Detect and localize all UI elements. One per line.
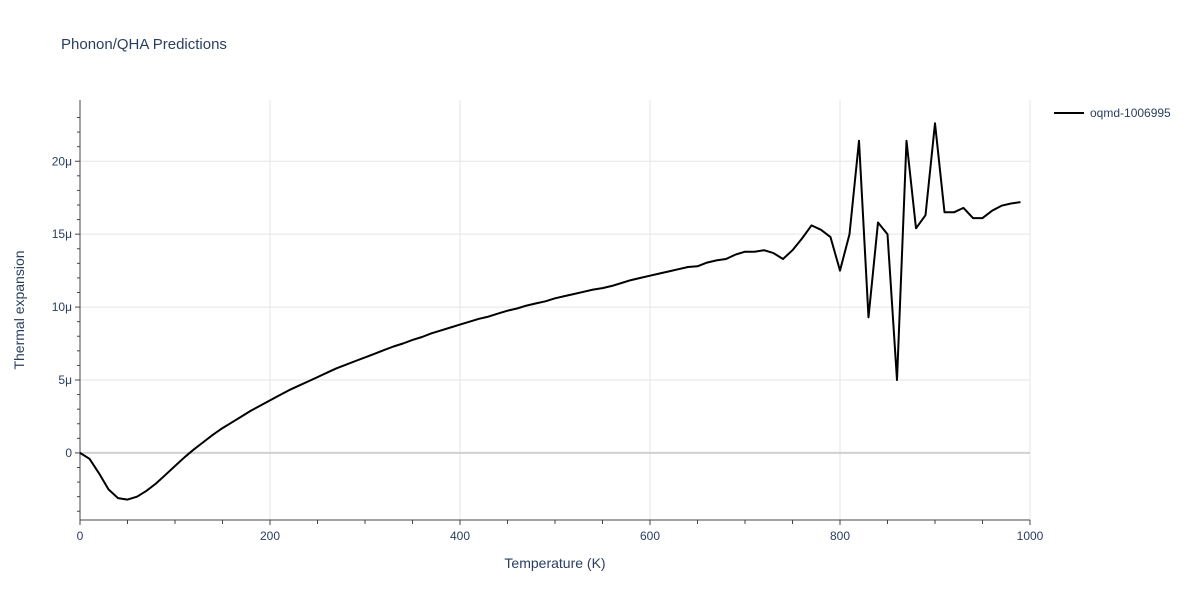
x-axis-title: Temperature (K) [504, 555, 605, 571]
y-axis-title: Thermal expansion [11, 250, 27, 369]
series-line [79, 122, 1021, 501]
x-tick-label: 600 [640, 529, 660, 543]
legend[interactable]: oqmd-1006995 [1054, 106, 1171, 120]
legend-swatch [1054, 112, 1084, 114]
x-tick-label: 400 [450, 529, 470, 543]
x-tick-label: 800 [830, 529, 850, 543]
x-axis-ticks: 0 200 400 600 800 1000 [77, 520, 1044, 543]
x-tick-label: 1000 [1017, 529, 1044, 543]
series-group [79, 122, 1021, 501]
y-tick-label: 10μ [52, 300, 72, 314]
legend-label: oqmd-1006995 [1090, 106, 1171, 120]
y-tick-label: 20μ [52, 154, 72, 168]
chart-title: Phonon/QHA Predictions [61, 36, 227, 53]
x-tick-label: 200 [260, 529, 280, 543]
y-tick-label: 15μ [52, 227, 72, 241]
y-tick-label: 0 [65, 446, 72, 460]
y-axis-ticks: 0 5μ 10μ 15μ 20μ [52, 117, 80, 512]
x-tick-label: 0 [77, 529, 84, 543]
y-tick-label: 5μ [58, 373, 72, 387]
grid-lines [80, 100, 1031, 520]
